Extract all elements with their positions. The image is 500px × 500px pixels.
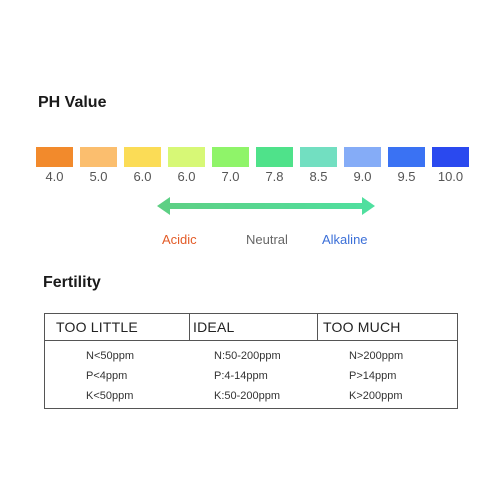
ph-swatch [388,147,425,167]
ph-swatch [212,147,249,167]
ph-tick-label: 5.0 [89,169,108,184]
ph-tick-label: 10.0 [437,169,464,184]
ph-tick-label: 9.5 [397,169,416,184]
cell-too-little-k: K<50ppm [86,390,134,402]
ph-tick-label: 6.0 [177,169,196,184]
ph-title: PH Value [38,94,107,111]
ph-swatch [432,147,469,167]
fertility-table: TOO LITTLE IDEAL TOO MUCH N<50ppm P<4ppm… [44,313,458,409]
ph-tick-labels: 4.0 5.0 6.0 6.0 7.0 7.8 8.5 9.0 9.5 10.0 [36,169,470,187]
cell-too-little-p: P<4ppm [86,370,128,382]
ph-swatch [80,147,117,167]
ph-tick-label: 8.5 [309,169,328,184]
cell-ideal-k: K:50-200ppm [214,390,281,402]
table-header-divider [45,340,457,341]
cell-too-much-p: P>14ppm [349,370,397,382]
ph-swatch [344,147,381,167]
cell-too-much-k: K>200ppm [349,390,403,402]
ph-tick-label: 7.0 [221,169,240,184]
ph-tick-label: 4.0 [45,169,64,184]
cell-too-little-n: N<50ppm [86,350,135,362]
column-header-too-much: TOO MUCH [323,319,401,335]
ph-swatch [124,147,161,167]
ph-color-scale [36,147,470,167]
column-header-too-little: TOO LITTLE [56,319,138,335]
ph-tick-label: 7.8 [265,169,284,184]
ph-swatch [300,147,337,167]
ph-tick-label: 6.0 [133,169,152,184]
acidic-label: Acidic [162,232,197,247]
ph-swatch [168,147,205,167]
double-arrow-icon [157,197,375,215]
cell-ideal-n: N:50-200ppm [214,350,281,362]
cell-ideal-p: P:4-14ppm [214,370,268,382]
column-divider [189,314,190,340]
neutral-label: Neutral [246,232,288,247]
column-divider [317,314,318,340]
column-header-ideal: IDEAL [193,319,235,335]
ph-swatch [36,147,73,167]
cell-too-much-n: N>200ppm [349,350,404,362]
alkaline-label: Alkaline [322,232,368,247]
ph-tick-label: 9.0 [353,169,372,184]
ph-swatch [256,147,293,167]
fertility-title: Fertility [43,274,101,291]
